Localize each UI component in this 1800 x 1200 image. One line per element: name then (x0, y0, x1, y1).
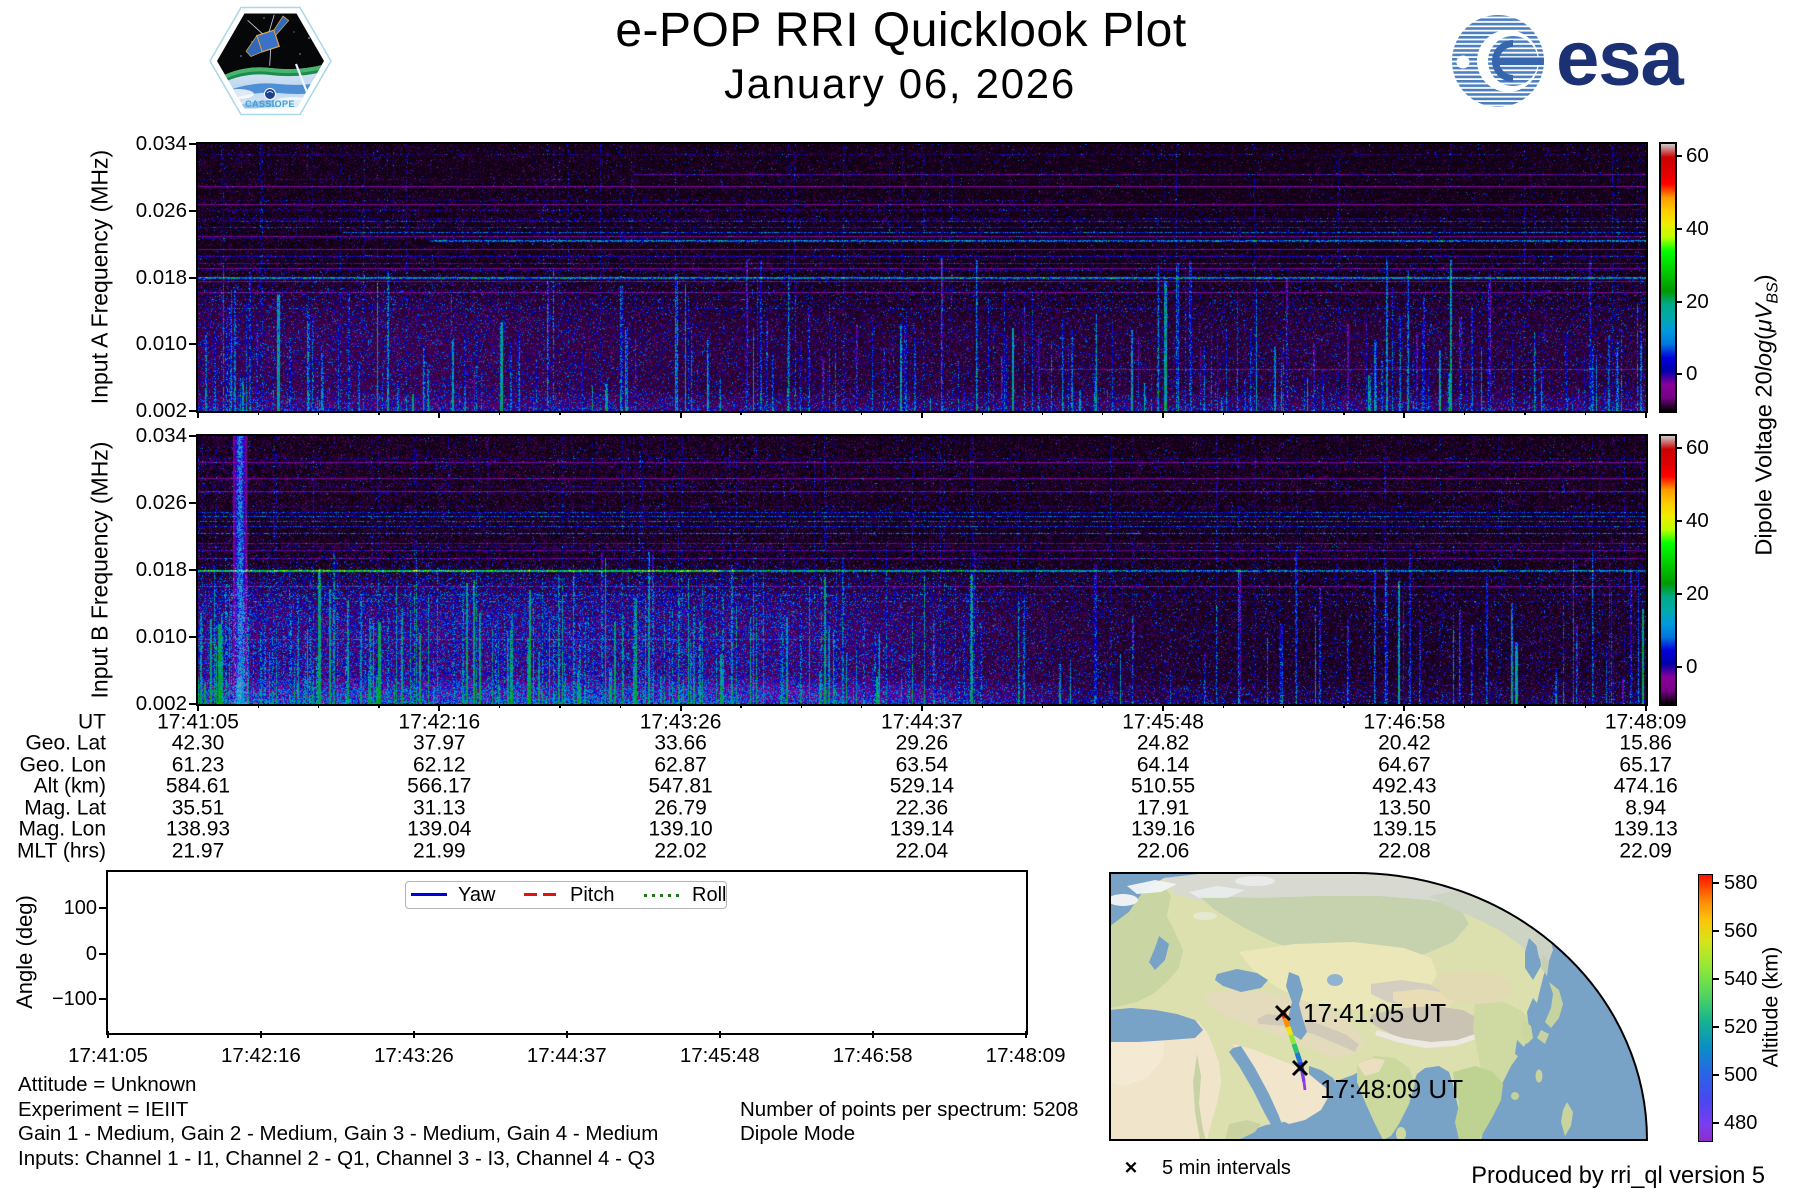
svg-text:17:41:05 UT: 17:41:05 UT (1303, 998, 1446, 1028)
svg-text:17:48:09 UT: 17:48:09 UT (1320, 1074, 1463, 1104)
svg-text:esa: esa (1556, 14, 1684, 102)
svg-text:CASSIOPE: CASSIOPE (245, 99, 295, 109)
